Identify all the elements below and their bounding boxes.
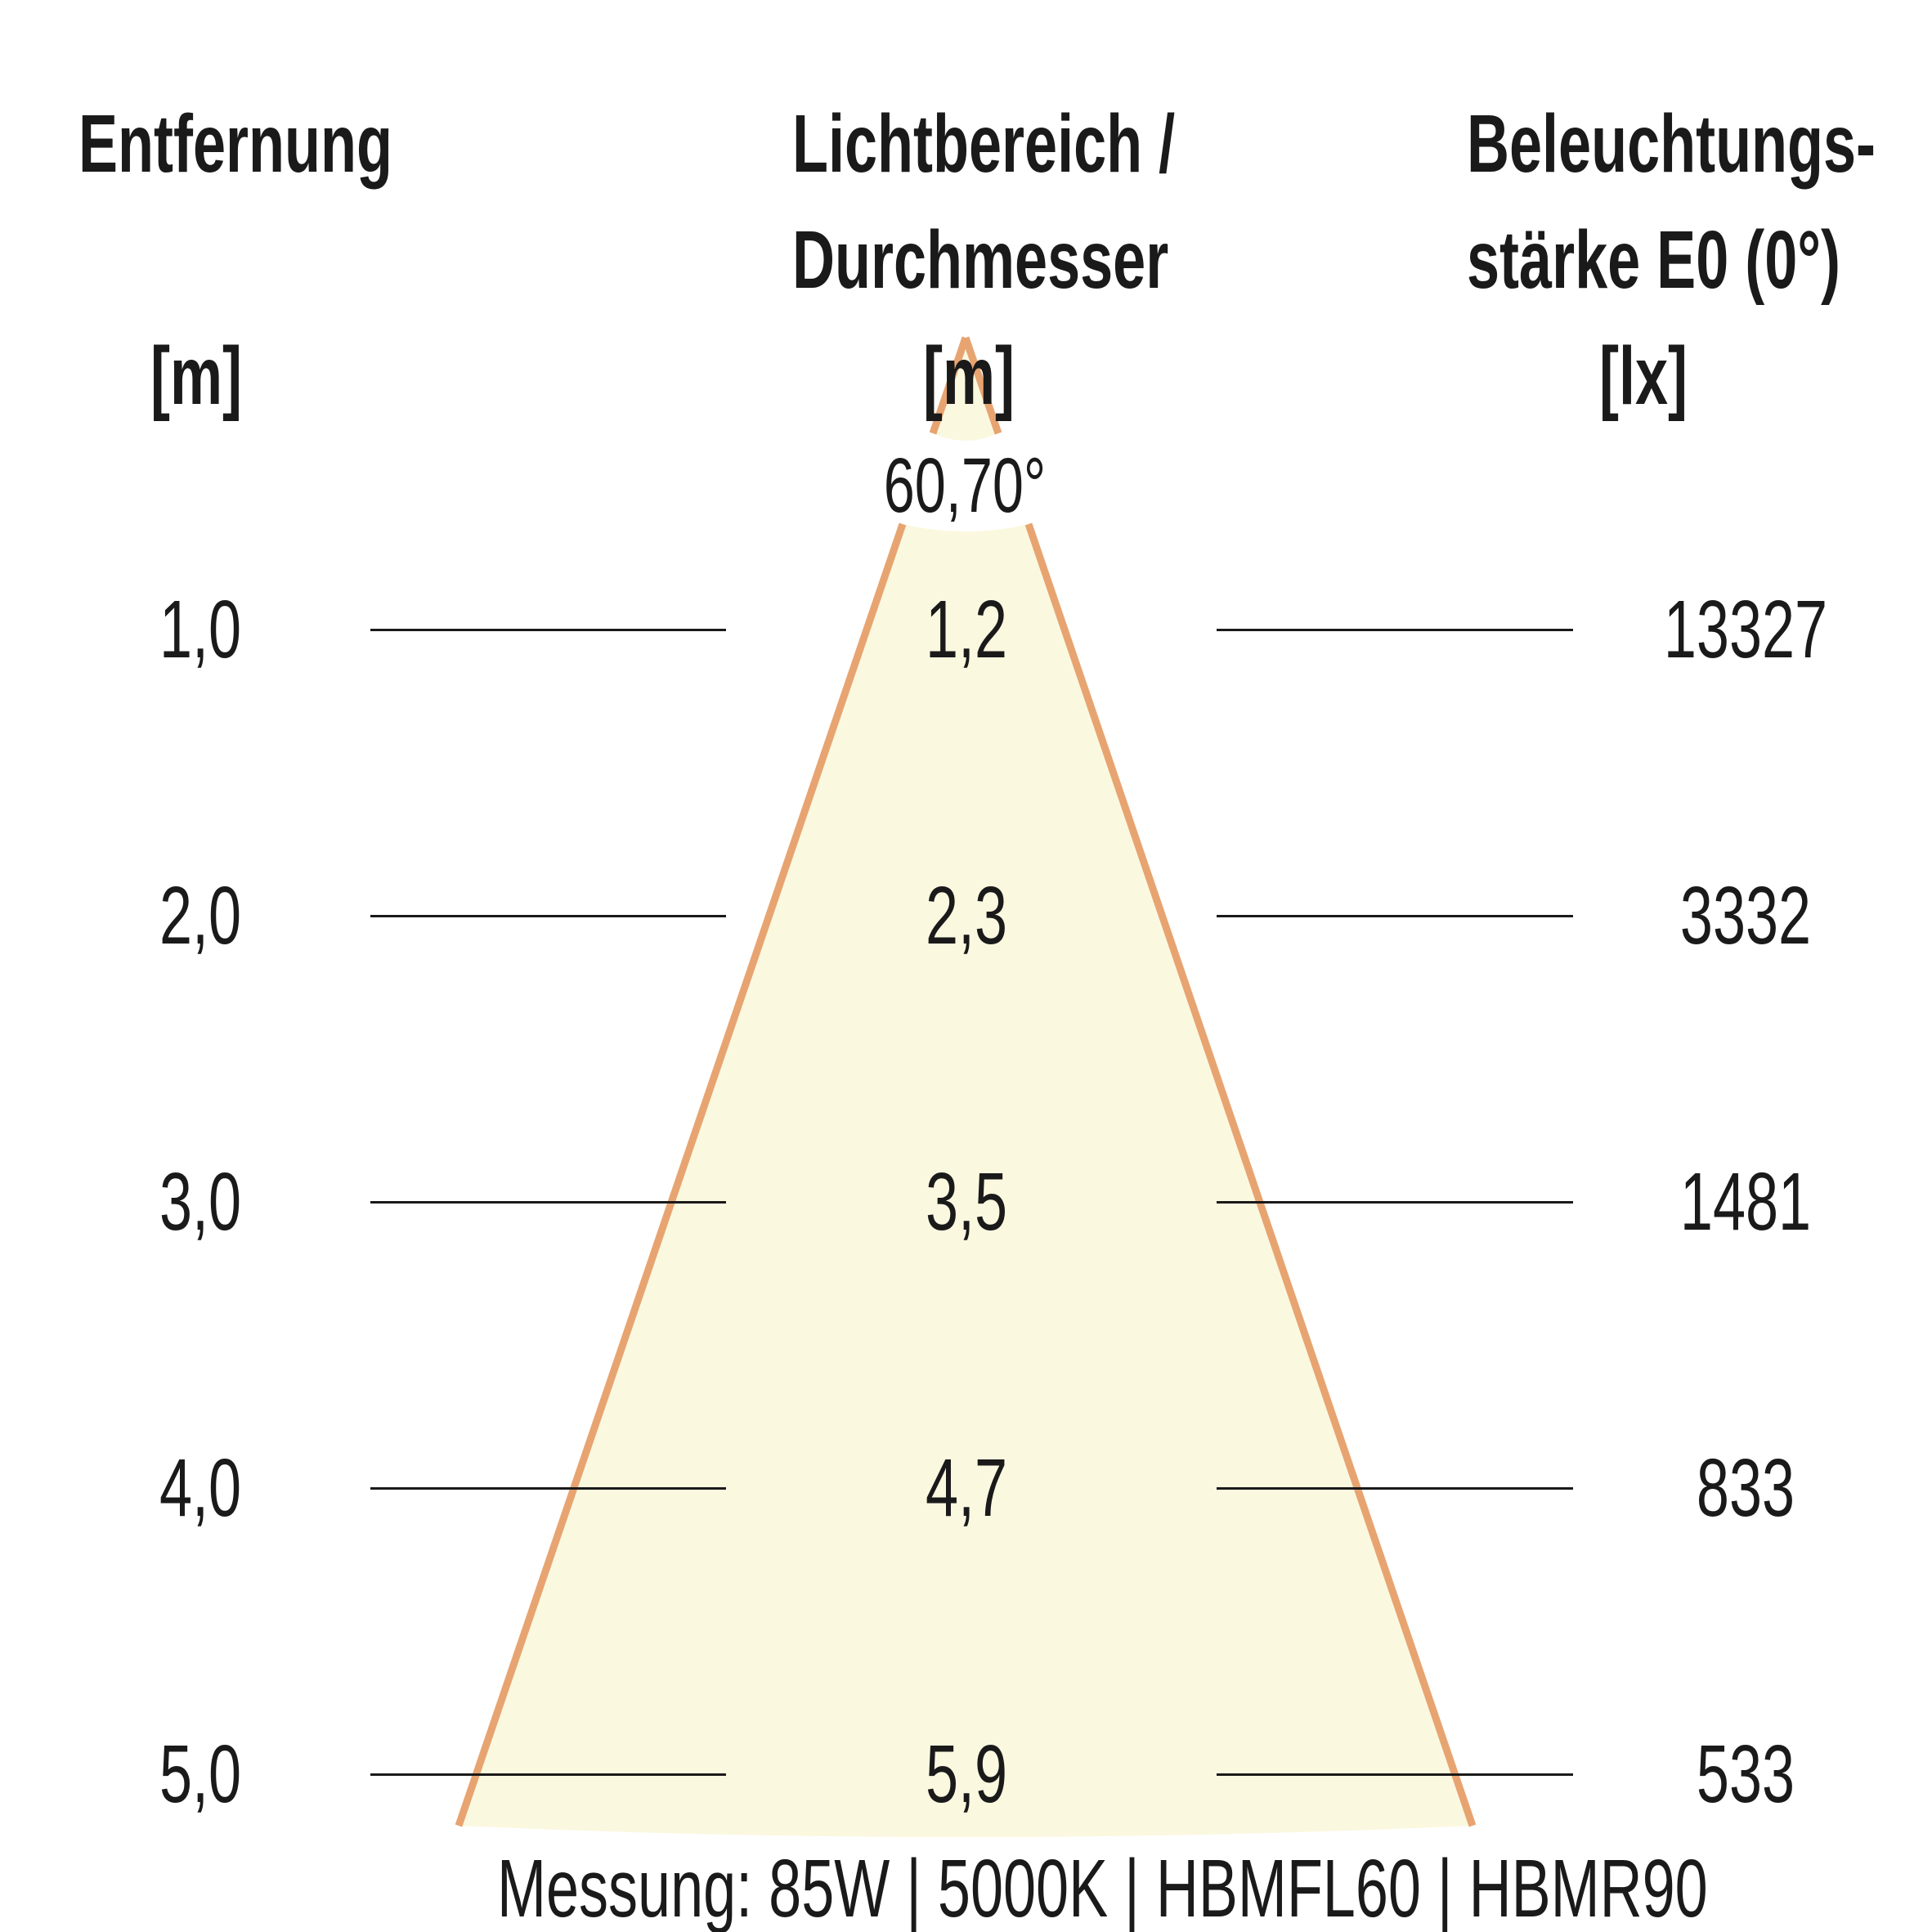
illuminance-value: 1481 <box>1679 1156 1812 1248</box>
row-line-left <box>370 1201 726 1204</box>
diameter-value: 5,9 <box>925 1728 1008 1820</box>
diameter-value: 1,2 <box>925 584 1008 675</box>
header-distance-spacer <box>78 202 314 318</box>
header-illuminance-unit: [lx] <box>1599 330 1688 422</box>
diameter-value: 3,5 <box>925 1156 1008 1248</box>
distance-label: 4,0 <box>159 1442 242 1534</box>
illuminance-value: 533 <box>1696 1728 1795 1820</box>
diameter-value: 4,7 <box>925 1442 1008 1534</box>
cone-body-fill <box>459 524 1473 1837</box>
header-illuminance-title-1: Beleuchtungs- <box>1467 98 1876 190</box>
diameter-value: 2,3 <box>925 870 1008 962</box>
illuminance-value: 833 <box>1696 1442 1795 1534</box>
header-diameter-title-1: Lichtbereich / <box>792 98 1176 190</box>
cone-right-edge <box>1024 522 1477 1827</box>
distance-label: 2,0 <box>159 870 242 962</box>
row-line-right <box>1217 1201 1573 1204</box>
header-diameter: Lichtbereich / Durchmesser [m] <box>792 86 1176 434</box>
cone-apex-left-edge <box>929 336 970 435</box>
header-diameter-unit: [m] <box>923 330 1015 422</box>
row-line-right <box>1217 915 1573 917</box>
header-distance: Entfernung [m] <box>78 86 392 434</box>
illuminance-value: 3332 <box>1679 870 1812 962</box>
header-illuminance: Beleuchtungs- stärke E0 (0°) [lx] <box>1467 86 1876 434</box>
row-line-right <box>1217 629 1573 631</box>
header-diameter-title-2: Durchmesser <box>792 214 1169 306</box>
cone-left-edge <box>455 522 907 1827</box>
header-illuminance-title-2: stärke E0 (0°) <box>1467 214 1841 306</box>
distance-label: 5,0 <box>159 1728 242 1820</box>
row-line-right <box>1217 1487 1573 1490</box>
beam-angle-label: 60,70° <box>883 442 1047 529</box>
row-line-right <box>1217 1773 1573 1776</box>
illuminance-value: 13327 <box>1663 584 1828 675</box>
row-line-left <box>370 915 726 917</box>
cone-apex-right-edge <box>962 336 1002 435</box>
header-distance-unit: [m] <box>150 330 242 422</box>
row-line-left <box>370 1773 726 1776</box>
distance-label: 1,0 <box>159 584 242 675</box>
measurement-note: Messung: 85W | 5000K | HBMFL60 | HBMR90 <box>497 1843 1708 1932</box>
row-line-left <box>370 629 726 631</box>
row-line-left <box>370 1487 726 1490</box>
distance-label: 3,0 <box>159 1156 242 1248</box>
header-distance-title: Entfernung <box>78 98 392 190</box>
cone-apex-fill <box>933 338 998 441</box>
